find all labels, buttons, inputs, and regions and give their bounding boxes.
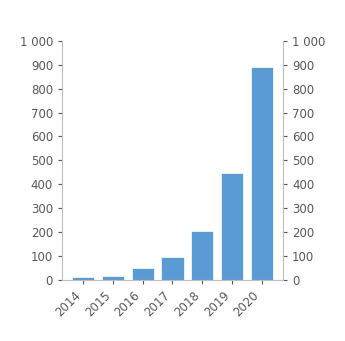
Bar (221, 173, 243, 280)
Bar (250, 67, 273, 280)
Bar (191, 231, 214, 280)
Bar (102, 276, 124, 280)
Bar (72, 277, 95, 280)
Bar (161, 257, 184, 280)
Bar (131, 268, 154, 280)
